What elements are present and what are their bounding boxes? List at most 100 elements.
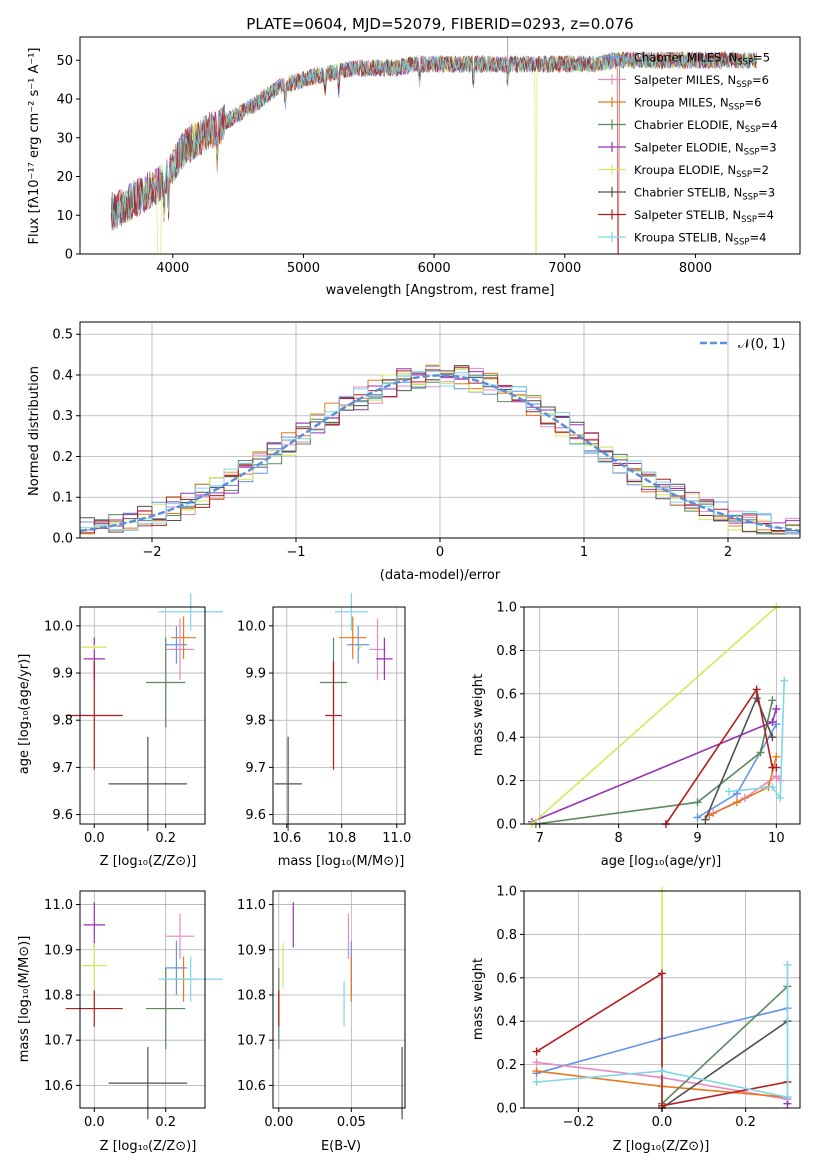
legend-label-4: Salpeter ELODIE, NSSP=3	[634, 141, 777, 158]
mwAge-series-8	[728, 680, 785, 801]
res-ytick-label-3: 0.3	[52, 409, 73, 424]
spec-ytick-label-0: 0	[65, 248, 73, 263]
histogram-8	[80, 370, 800, 535]
ageM-frame	[272, 606, 406, 825]
mwAge-point-2-1	[732, 798, 741, 807]
mass-weight-vs-metallicity-panel: −0.2 0.0 0.2 0.0 0.2 0.4 0.6 0.8 1.0	[496, 885, 801, 1130]
res-ytick-label-2: 0.2	[52, 450, 73, 465]
mwAge-point-7-1	[752, 685, 761, 694]
mE-xtick-label-0: 0.00	[264, 1115, 293, 1130]
mass-vs-metallicity-panel: 0.0 0.2 10.6 10.7 10.8 10.9 11.0	[44, 890, 223, 1130]
spec-ytick-label-4: 40	[56, 93, 73, 108]
legend-label-1: Salpeter MILES, NSSP=6	[634, 73, 769, 90]
age-vs-metallicity-panel: 0.0 0.2 9.6 9.7 9.8 9.9 10.0	[44, 592, 223, 846]
mwAge-point-8-0	[725, 787, 734, 796]
ageM-xlabel: mass [log₁₀(M/M⊙)]	[278, 854, 405, 869]
mwAge-series-4	[531, 708, 778, 823]
mZ-ytick-label-2: 10.8	[44, 988, 73, 1003]
ageM-ytick-label-3: 9.9	[245, 667, 266, 682]
mwAge-point-1-2	[772, 772, 781, 781]
mwAge-point-3-1	[693, 798, 702, 807]
spec-xtick-label-1: 5000	[287, 261, 320, 276]
mwAge-frame	[523, 606, 801, 825]
mwZ-ytick-label-2: 0.4	[496, 1015, 517, 1030]
mwZ-point-7-1	[658, 969, 666, 978]
mwAge-xtick-label-3: 10	[768, 831, 785, 846]
mwZ-series-7	[536, 972, 788, 1107]
mwZ-xtick-label-2: 0.2	[735, 1115, 756, 1130]
spectrum-panel: 4000 5000 6000 7000 8000 0 10 20 30 40 50	[56, 36, 801, 276]
ageZ-xtick-label-0: 0.0	[84, 831, 105, 846]
mwZ-series-8	[536, 964, 789, 1099]
mass-vs-reddening-panel: 0.00 0.05 10.6 10.7 10.8 10.9 11.0	[237, 890, 406, 1130]
residual-panel: −2 −1 0 1 2 0.0 0.1 0.2 0.3 0.4 0.5	[52, 321, 801, 560]
mZ-xlabel: Z [log₁₀(Z/Z⊙)]	[100, 1139, 197, 1154]
ageZ-ytick-label-0: 9.6	[52, 808, 73, 823]
spec-ytick-label-1: 10	[56, 209, 73, 224]
legend-label-6: Chabrier STELIB, NSSP=3	[634, 186, 775, 203]
legend-label-8: Kroupa STELIB, NSSP=4	[634, 231, 766, 248]
ageZ-frame	[79, 606, 206, 825]
mwZ-point-8-0	[532, 1077, 541, 1086]
mwZ-point-8-2	[783, 1093, 792, 1102]
res-xtick-label-3: 1	[580, 545, 588, 560]
mwAge-ytick-label-3: 0.6	[496, 687, 517, 702]
mwAge-point-2-3	[772, 752, 781, 761]
spec-frame	[79, 36, 801, 255]
mZ-xtick-label-0: 0.0	[84, 1115, 105, 1130]
res-ytick-label-1: 0.1	[52, 491, 73, 506]
mwZ-xtick-label-1: 0.0	[652, 1115, 673, 1130]
mwAge-ytick-label-2: 0.4	[496, 731, 517, 746]
mwZ-ytick-label-1: 0.2	[496, 1058, 517, 1073]
spec-xtick-label-2: 6000	[418, 261, 451, 276]
mwAge-point-6-2	[768, 733, 777, 742]
legend-label-5: Kroupa ELODIE, NSSP=2	[634, 163, 769, 180]
spec-xtick-label-3: 7000	[548, 261, 581, 276]
ageZ-ytick-label-3: 9.9	[52, 667, 73, 682]
ageZ-ylabel: age [log₁₀(age/yr)]	[17, 654, 32, 775]
res-xtick-label-1: −1	[286, 545, 305, 560]
mZ-ytick-label-4: 11.0	[44, 898, 73, 913]
residual-ylabel: Normed distribution	[27, 366, 42, 496]
mwZ-ytick-label-0: 0.0	[496, 1102, 517, 1117]
mwAge-series-2	[708, 756, 778, 817]
spectrum-ylabel: Flux [fλ10⁻¹⁷ erg cm⁻² s⁻¹ A⁻¹]	[27, 48, 42, 245]
mwAge-ytick-label-1: 0.2	[496, 774, 517, 789]
mwAge-ytick-label-4: 0.8	[496, 644, 517, 659]
ageZ-xlabel: Z [log₁₀(Z/Z⊙)]	[100, 854, 197, 869]
figure-title: PLATE=0604, MJD=52079, FIBERID=0293, z=0…	[246, 15, 633, 33]
ageM-ytick-label-1: 9.7	[245, 761, 266, 776]
mE-xtick-label-1: 0.05	[337, 1115, 366, 1130]
legend-label-0: Chabrier MILES, NSSP=5	[634, 51, 770, 68]
mZ-ytick-label-3: 10.9	[44, 943, 73, 958]
mwAge-series-5	[531, 606, 777, 825]
ageZ-xtick-label-1: 0.2	[155, 831, 176, 846]
ageM-ytick-label-2: 9.8	[245, 714, 266, 729]
res-ytick-label-4: 0.4	[52, 368, 73, 383]
mwAge-point-4-2	[772, 704, 781, 713]
mwAge-point-6-0	[701, 815, 710, 824]
mwAge-point-4-1	[768, 718, 777, 727]
spectrum-legend: Chabrier MILES, NSSP=5 Salpeter MILES, NS…	[598, 51, 778, 248]
mE-ytick-label-0: 10.6	[237, 1079, 266, 1094]
mwAge-xlabel: age [log₁₀(age/yr)]	[601, 854, 722, 869]
mE-ytick-label-4: 11.0	[237, 898, 266, 913]
mwAge-point-3-3	[768, 696, 777, 705]
mwZ-point-8-1	[658, 1067, 666, 1076]
mwZ-point-2-0	[532, 1067, 541, 1076]
legend-label-3: Chabrier ELODIE, NSSP=4	[634, 118, 778, 135]
mwZ-series-6	[661, 1020, 788, 1109]
mE-xlabel: E(B-V)	[321, 1139, 361, 1154]
mwZ-xtick-label-0: −0.2	[563, 1115, 595, 1130]
mwAge-xtick-label-0: 7	[536, 831, 544, 846]
mZ-xtick-label-1: 0.2	[155, 1115, 176, 1130]
normal-curve	[79, 374, 801, 533]
mwAge-ytick-label-0: 0.0	[496, 818, 517, 833]
mwAge-ytick-label-5: 1.0	[496, 601, 517, 616]
mwAge-point-0-0	[693, 813, 702, 822]
legend-label-2: Kroupa MILES, NSSP=6	[634, 96, 761, 113]
ageZ-ytick-label-1: 9.7	[52, 761, 73, 776]
spectrum-xlabel: wavelength [Angstrom, rest frame]	[326, 283, 555, 298]
spectrum-line-8	[111, 51, 757, 230]
